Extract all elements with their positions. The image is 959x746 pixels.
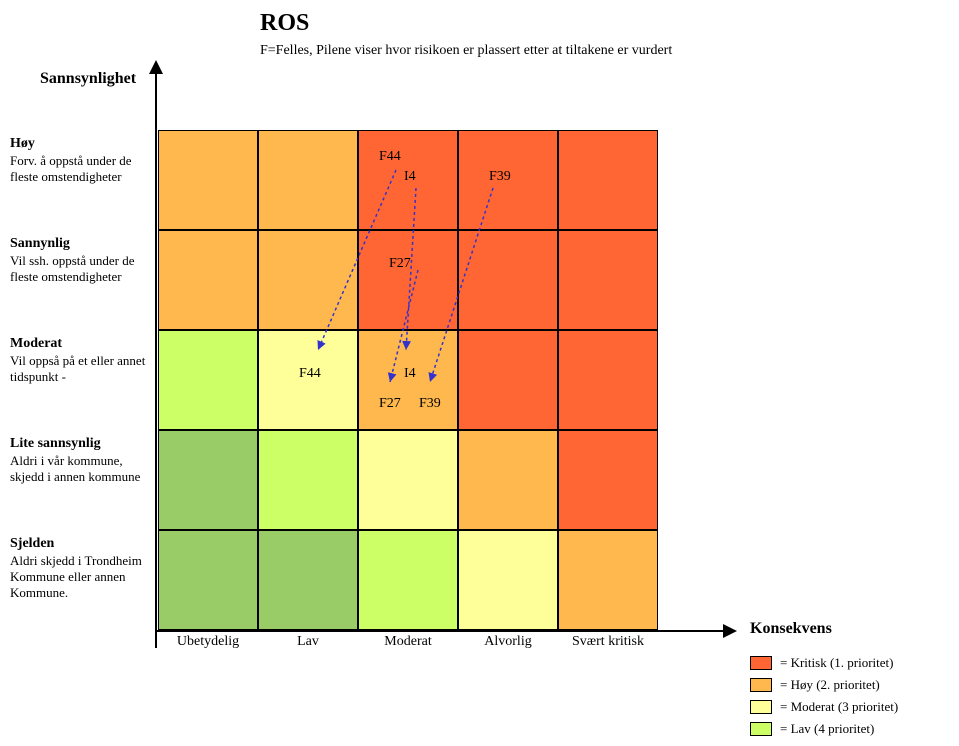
matrix-cell — [358, 530, 458, 630]
matrix-cell — [558, 430, 658, 530]
legend-swatch — [750, 722, 772, 736]
subtitle: F=Felles, Pilene viser hvor risikoen er … — [260, 43, 672, 59]
row-label: Sannynlig Vil ssh. oppstå under de fleste… — [10, 235, 150, 285]
header: ROS F=Felles, Pilene viser hvor risikoen… — [260, 10, 672, 59]
legend-item: = Lav (4 prioritet) — [750, 721, 898, 737]
matrix-row: F44I4 F39 — [158, 130, 658, 230]
row-label-text: Forv. å oppstå under de fleste omstendig… — [10, 153, 132, 184]
cell-value: F44 — [379, 149, 401, 165]
row-label-head: Høy — [10, 136, 35, 151]
column-label: Ubetydelig — [158, 630, 258, 650]
matrix-cell — [158, 430, 258, 530]
matrix-row — [158, 530, 658, 630]
matrix-cell — [258, 230, 358, 330]
column-label: Moderat — [358, 630, 458, 650]
matrix-cell — [158, 230, 258, 330]
x-axis-arrow-icon — [723, 624, 737, 638]
legend: = Kritisk (1. prioritet) = Høy (2. priori… — [750, 655, 898, 743]
matrix-cell: F39 — [458, 130, 558, 230]
x-axis-line — [155, 630, 725, 632]
row-label-text: Aldri i vår kommune, skjedd i annen komm… — [10, 453, 140, 484]
risk-matrix: F44I4F39F27F44I4F27F39UbetydeligLavModer… — [158, 130, 658, 650]
matrix-cell: F44 — [258, 330, 358, 430]
matrix-row: F44 I4F27 F39 — [158, 330, 658, 430]
title: ROS — [260, 10, 672, 37]
matrix-cell — [458, 430, 558, 530]
x-axis-title: Konsekvens — [750, 620, 832, 638]
legend-swatch — [750, 678, 772, 692]
row-label: Moderat Vil oppså på et eller annet tidsp… — [10, 335, 150, 385]
cell-value: F44 — [299, 366, 321, 382]
y-axis-title: Sannsynlighet — [40, 70, 136, 88]
matrix-cell: F44I4 — [358, 130, 458, 230]
matrix-cell — [158, 530, 258, 630]
matrix-cell — [458, 330, 558, 430]
cell-value: F27 — [379, 396, 401, 412]
column-label: Lav — [258, 630, 358, 650]
legend-item: = Kritisk (1. prioritet) — [750, 655, 898, 671]
matrix-cell — [558, 330, 658, 430]
row-label-head: Lite sannsynlig — [10, 436, 101, 451]
row-label-text: Vil oppså på et eller annet tidspunkt - — [10, 353, 145, 384]
matrix-cell — [258, 430, 358, 530]
matrix-cell — [558, 230, 658, 330]
matrix-cell — [458, 530, 558, 630]
row-label: Lite sannsynlig Aldri i vår kommune, skje… — [10, 435, 150, 485]
cell-value: F27 — [389, 256, 411, 272]
row-label-text: Vil ssh. oppstå under de fleste omstendi… — [10, 253, 135, 284]
matrix-cell: I4F27 F39 — [358, 330, 458, 430]
matrix-cell — [258, 130, 358, 230]
matrix-row: F27 — [158, 230, 658, 330]
legend-item: = Moderat (3 prioritet) — [750, 699, 898, 715]
matrix-cell: F27 — [358, 230, 458, 330]
matrix-cell — [358, 430, 458, 530]
row-label: Høy Forv. å oppstå under de fleste omsten… — [10, 135, 150, 185]
matrix-row — [158, 430, 658, 530]
y-axis-line — [155, 68, 157, 648]
cell-value: I4 — [404, 366, 416, 382]
legend-label: = Kritisk (1. prioritet) — [780, 655, 893, 671]
matrix-cell — [558, 130, 658, 230]
cell-value: F39 — [419, 396, 441, 412]
column-label: Svært kritisk — [558, 630, 658, 650]
cell-value: I4 — [404, 169, 416, 185]
row-label-head: Moderat — [10, 336, 62, 351]
matrix-cell — [558, 530, 658, 630]
row-label-text: Aldri skjedd i Trondheim Kommune eller a… — [10, 553, 142, 601]
matrix-cell — [158, 130, 258, 230]
legend-label: = Moderat (3 prioritet) — [780, 699, 898, 715]
row-label: Sjelden Aldri skjedd i Trondheim Kommune … — [10, 535, 150, 601]
legend-item: = Høy (2. prioritet) — [750, 677, 898, 693]
legend-label: = Høy (2. prioritet) — [780, 677, 880, 693]
matrix-cell — [458, 230, 558, 330]
matrix-cell — [258, 530, 358, 630]
matrix-cell — [158, 330, 258, 430]
cell-value: F39 — [489, 169, 511, 185]
column-label: Alvorlig — [458, 630, 558, 650]
legend-label: = Lav (4 prioritet) — [780, 721, 874, 737]
row-label-head: Sjelden — [10, 536, 54, 551]
row-label-head: Sannynlig — [10, 236, 70, 251]
column-labels: UbetydeligLavModeratAlvorligSvært kritis… — [158, 630, 658, 650]
legend-swatch — [750, 700, 772, 714]
legend-swatch — [750, 656, 772, 670]
